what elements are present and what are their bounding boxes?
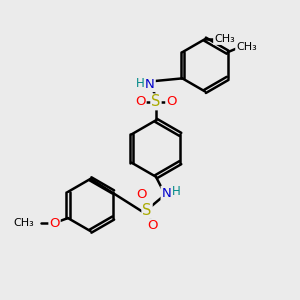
Text: O: O xyxy=(148,219,158,232)
Text: S: S xyxy=(142,203,152,218)
Text: O: O xyxy=(49,217,60,230)
Text: CH₃: CH₃ xyxy=(214,34,235,44)
Text: O: O xyxy=(166,95,177,108)
Text: S: S xyxy=(151,94,160,110)
Text: H: H xyxy=(172,185,181,198)
Text: O: O xyxy=(135,95,146,108)
Text: H: H xyxy=(136,76,145,90)
Text: CH₃: CH₃ xyxy=(14,218,34,228)
Text: N: N xyxy=(161,187,171,200)
Text: O: O xyxy=(136,188,146,201)
Text: N: N xyxy=(145,78,155,91)
Text: CH₃: CH₃ xyxy=(236,42,257,52)
